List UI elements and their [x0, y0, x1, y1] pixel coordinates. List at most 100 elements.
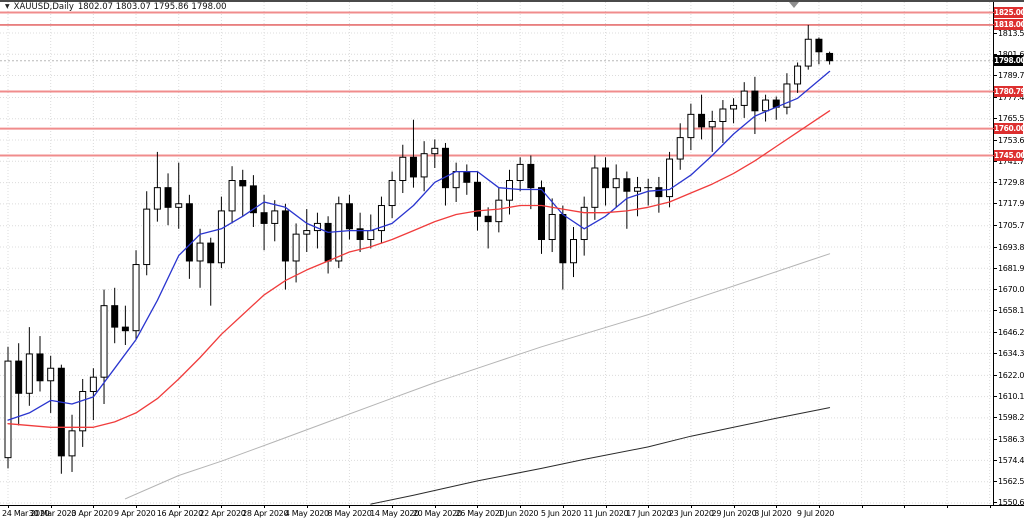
- time-tick-label: 14 May 2020: [370, 509, 419, 518]
- price-tick-label: 1658.10: [998, 306, 1024, 316]
- price-tick-label: 1741.75: [998, 156, 1024, 166]
- candle-body-down: [815, 38, 823, 53]
- price-tick-label: 1717.95: [998, 199, 1024, 209]
- time-tick-mark: [264, 506, 266, 508]
- candle-body-up: [303, 230, 311, 235]
- candle-body-up: [420, 153, 428, 178]
- candle-body-down: [239, 180, 247, 187]
- candle-body-up: [687, 113, 695, 139]
- price-tick-label: 1789.70: [998, 71, 1024, 81]
- price-tick-mark: [993, 310, 997, 312]
- time-tick-mark: [93, 506, 95, 508]
- candle-body-up: [580, 206, 588, 241]
- price-tick-mark: [993, 246, 997, 248]
- one-click-collapse-icon[interactable]: ▼: [5, 3, 10, 10]
- price-tick-label: 1562.55: [998, 477, 1024, 487]
- price-tick-mark: [993, 459, 997, 461]
- price-tick-label: 1634.30: [998, 348, 1024, 358]
- time-tick-label: 22 Apr 2020: [199, 509, 246, 518]
- candle-body-up: [292, 233, 300, 262]
- time-tick-label: 30 Mar 2020: [28, 509, 77, 518]
- price-tick-mark: [993, 502, 997, 504]
- candle-body-down: [15, 360, 23, 394]
- candle-body-up: [335, 203, 343, 262]
- time-tick-mark: [8, 506, 9, 508]
- time-tick-label: 5 Jun 2020: [540, 509, 581, 518]
- candle-body-down: [463, 171, 471, 183]
- candle-body-up: [132, 264, 140, 332]
- time-tick-label: 1 Jun 2020: [498, 509, 539, 518]
- candle-body-up: [217, 210, 225, 264]
- price-tick-mark: [993, 53, 997, 55]
- time-tick-mark: [136, 506, 138, 508]
- candle-body-down: [260, 212, 268, 224]
- price-tick-label: 1598.25: [998, 413, 1024, 423]
- price-tick-label: 1705.70: [998, 221, 1024, 231]
- candle-body-down: [527, 163, 535, 189]
- price-tick-mark: [993, 182, 997, 184]
- price-tick-label: 1777.45: [998, 92, 1024, 102]
- time-tick-label: 3 Apr 2020: [71, 509, 113, 518]
- candle-body-up: [634, 187, 642, 192]
- time-tick-label: 9 Apr 2020: [114, 509, 156, 518]
- price-tick-label: 1765.55: [998, 114, 1024, 124]
- chart-ohlc-readout: 1802.07 1803.07 1795.86 1798.00: [77, 2, 227, 12]
- price-tick-label: 1801.60: [998, 50, 1024, 59]
- candle-body-down: [324, 222, 332, 262]
- candle-body-down: [559, 213, 567, 264]
- candle-body-up: [708, 121, 716, 128]
- candle-body-down: [602, 167, 610, 189]
- chart-symbol-period: XAUUSD,Daily: [13, 2, 74, 12]
- candle-body-down: [36, 353, 44, 382]
- time-tick-mark: [733, 506, 735, 508]
- price-tick-mark: [993, 438, 997, 440]
- candle-body-down: [281, 210, 289, 262]
- price-tick-mark: [993, 352, 997, 354]
- candle-body-up: [452, 171, 460, 189]
- candle-body-up: [730, 104, 738, 110]
- price-tick-label: 1574.45: [998, 455, 1024, 465]
- price-tick-label: 1729.85: [998, 178, 1024, 188]
- candle-body-down: [409, 156, 417, 178]
- time-tick-mark: [648, 506, 650, 508]
- price-tick-label: 1753.65: [998, 135, 1024, 145]
- time-axis[interactable]: 24 Mar 2020 30 Mar 2020 3 Apr 2020 9 Apr 20…: [0, 506, 1024, 523]
- medium-ma-red-line: [7, 110, 831, 428]
- candle-body-up: [505, 180, 513, 201]
- candle-body-up: [399, 156, 407, 182]
- time-tick-mark: [434, 506, 436, 508]
- candle-body-up: [175, 203, 183, 208]
- candle-body-down: [57, 367, 65, 457]
- fast-ma-blue-line: [7, 70, 831, 421]
- price-tick-label: 1693.80: [998, 242, 1024, 252]
- price-axis-border: [993, 2, 994, 506]
- price-tick-mark: [993, 160, 997, 162]
- price-tick-label: 1622.05: [998, 370, 1024, 380]
- price-tick-label: 1813.50: [998, 28, 1024, 38]
- price-tick-mark: [993, 75, 997, 77]
- candle-body-up: [228, 180, 236, 212]
- candle-body-up: [79, 390, 87, 432]
- candle-body-up: [740, 90, 748, 106]
- price-tick-mark: [993, 417, 997, 419]
- price-axis[interactable]: 1813.50 1801.60 1789.70 1777.45 1765.55 1753.…: [993, 0, 1024, 507]
- time-tick-mark: [946, 506, 948, 508]
- time-tick-mark: [989, 506, 991, 508]
- candle-body-up: [47, 367, 55, 382]
- candle-body-down: [121, 326, 129, 332]
- price-tick-mark: [993, 331, 997, 333]
- price-tick-mark: [993, 203, 997, 205]
- candle-body-up: [591, 167, 599, 208]
- slow-ma-gray-line: [124, 253, 831, 500]
- time-tick-label: 20 May 2020: [412, 509, 462, 518]
- time-tick-mark: [306, 506, 308, 508]
- price-tick-mark: [993, 289, 997, 291]
- candle-body-down: [111, 305, 119, 328]
- candle-body-down: [345, 203, 353, 230]
- time-tick-mark: [861, 506, 863, 508]
- candle-body-up: [666, 158, 674, 198]
- time-tick-label: 11 Jun 2020: [583, 509, 629, 518]
- candle-body-down: [164, 187, 172, 208]
- candle-body-up: [676, 137, 684, 160]
